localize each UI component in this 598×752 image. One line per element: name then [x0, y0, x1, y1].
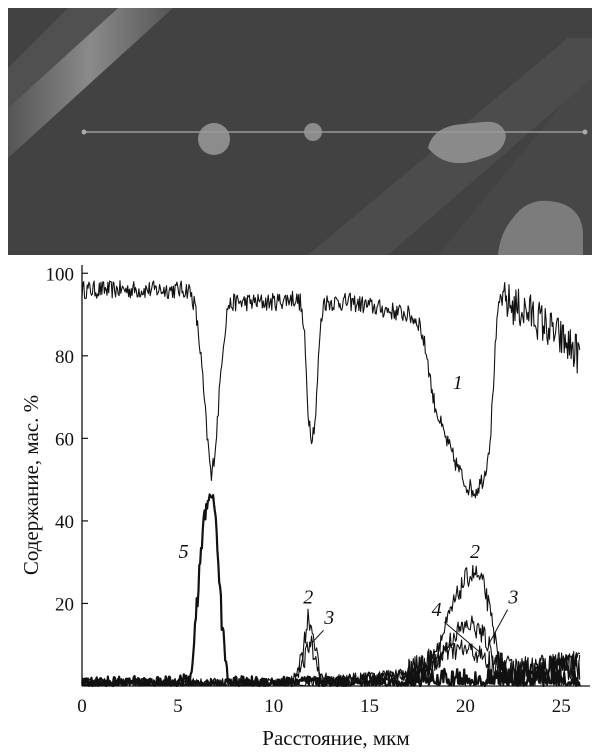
scan-end-marker [582, 129, 588, 135]
x-tick-label: 25 [552, 696, 571, 717]
x-tick-label: 10 [264, 696, 283, 717]
y-tick-label: 40 [55, 512, 74, 533]
particle-4 [498, 200, 584, 255]
curve-label-2: 2 [470, 541, 480, 563]
x-tick-label: 5 [173, 696, 183, 717]
micrograph-diagonal-stripe [8, 8, 173, 158]
x-tick-label: 20 [456, 696, 475, 717]
sem-micrograph [8, 8, 592, 255]
leader-line-4 [443, 621, 482, 654]
curve-label-4: 4 [432, 599, 442, 621]
x-tick-label: 15 [360, 696, 379, 717]
y-tick-label: 80 [55, 347, 74, 368]
curve-label-3-peak: 3 [323, 607, 334, 629]
curve-label-5: 5 [179, 541, 189, 563]
curve-label-1: 1 [453, 372, 463, 394]
y-tick-label: 60 [55, 429, 74, 450]
curve-label-2-peak: 2 [303, 586, 313, 608]
series-line-1 [81, 280, 581, 499]
particle-1 [198, 123, 230, 155]
x-tick-label: 0 [77, 696, 87, 717]
scan-start-marker [81, 129, 87, 135]
y-tick-label: 20 [55, 594, 74, 615]
series-layer [81, 280, 581, 688]
leader-line-3 [487, 609, 509, 645]
curve-label-3: 3 [507, 586, 518, 608]
y-axis-title: Содержание, мас. % [19, 395, 43, 575]
series-line-5 [81, 493, 581, 688]
axes-layer [81, 265, 590, 687]
leader-line-3-peak [311, 629, 324, 644]
x-axis-title: Расстояние, мкм [262, 726, 409, 750]
y-tick-label: 100 [46, 264, 75, 285]
